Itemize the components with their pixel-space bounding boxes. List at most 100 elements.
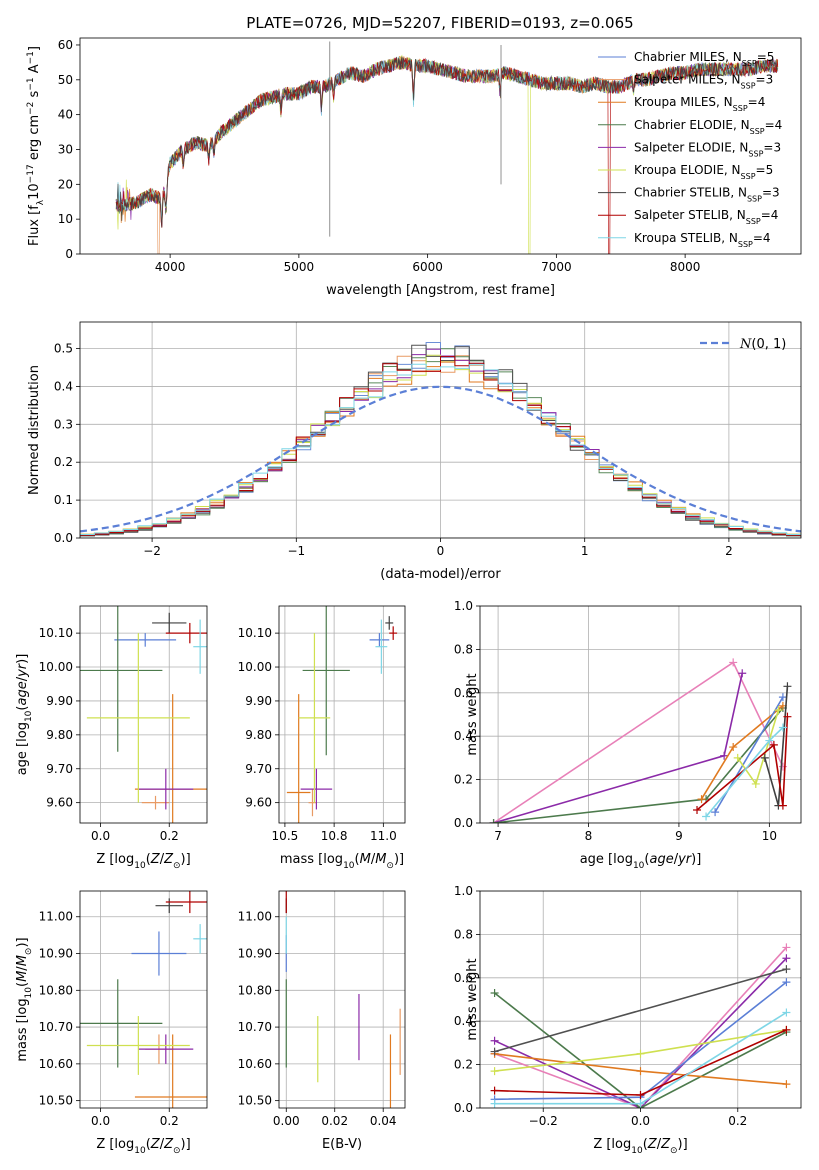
weight-marker (778, 801, 787, 810)
chart-mass-vs-ebv: 0.00 0.02 0.04 10.50 10.60 10.70 10.80 10.90 11.… (238, 890, 406, 1152)
y-tick-label: 0.0 (54, 531, 73, 545)
label-part: 10 (134, 1146, 146, 1156)
label-part: Z (163, 852, 174, 867)
plot-area (480, 606, 801, 823)
y-tick-label: 20 (58, 177, 73, 191)
y-tick-label: 11.00 (238, 910, 272, 924)
label-part: ( (146, 1137, 151, 1152)
legend-text: Chabrier STELIB, N (634, 186, 747, 200)
y-tick-label: 60 (58, 38, 73, 52)
y-tick-label: 10.90 (39, 947, 73, 961)
label-part: age [log (15, 722, 30, 775)
y-tick-label: 10.70 (238, 1020, 272, 1034)
weight-marker (636, 1099, 645, 1108)
label-part: yr (15, 662, 30, 678)
x-axis-label: (data-model)/error (380, 567, 501, 582)
legend-entry: Salpeter STELIB, NSSP=4 (634, 208, 778, 226)
x-axis-label: Z [log10(Z/Z⊙)] (96, 852, 190, 871)
legend-sub: SSP (733, 104, 748, 113)
weight-marker (636, 1067, 645, 1076)
label-part: / (657, 1137, 662, 1152)
label-part: ⊙ (173, 861, 181, 871)
weight-line (494, 957, 787, 1108)
legend-sub: SSP (738, 239, 753, 248)
y-tick-label: 40 (58, 108, 73, 122)
x-tick-label: 0 (437, 544, 445, 558)
label-part: mass weight (465, 673, 480, 755)
y-tick-label: 0.8 (454, 642, 473, 656)
x-tick-label: 0.00 (273, 1114, 300, 1128)
label-part: Z [log (96, 852, 134, 867)
legend-text: N (739, 337, 752, 352)
label-part: ⊙ (386, 861, 394, 871)
label-part: ( (146, 852, 151, 867)
weight-marker (490, 1099, 499, 1108)
y-axis-label: mass weight (465, 958, 480, 1040)
weight-marker (782, 978, 791, 987)
y-tick-label: 10.50 (39, 1094, 73, 1108)
label-part: 10 (631, 1146, 643, 1156)
plot-area (80, 891, 207, 1108)
axes-frame (79, 890, 208, 1109)
y-tick-label: 10.60 (238, 1057, 272, 1071)
label-part: )] (181, 1137, 191, 1152)
x-tick-label: −2 (143, 544, 161, 558)
label-part: ] (27, 46, 42, 51)
weight-line (700, 705, 784, 800)
legend-text: Kroupa MILES, N (634, 95, 733, 109)
y-axis-label: mass [log10(M/M⊙)] (15, 937, 34, 1061)
legend-suffix: =4 (748, 95, 766, 109)
x-tick-label: 4000 (155, 260, 186, 274)
weight-marker (489, 819, 498, 823)
y-tick-label: 9.60 (46, 796, 73, 810)
weight-marker (778, 693, 787, 702)
label-part: s (27, 90, 42, 101)
weight-marker (490, 1086, 499, 1095)
y-tick-label: 50 (58, 73, 73, 87)
legend-suffix: =4 (761, 208, 779, 222)
y-tick-label: 0.4 (54, 379, 73, 393)
legend-text: Salpeter STELIB, N (634, 208, 746, 222)
legend-suffix: =3 (762, 186, 780, 200)
weight-line (493, 673, 743, 823)
chart-residual-histogram: −2 −1 0 1 2 0.0 0.1 0.2 0.3 0.4 0.5 (data-model)/er… (27, 321, 802, 582)
legend-sub: SSP (742, 59, 757, 68)
label-part: 10 (633, 861, 645, 871)
label-part: age [log (580, 852, 633, 867)
legend-entry: Salpeter MILES, NSSP=3 (634, 73, 773, 91)
y-axis-label: age [log10(age/yr)] (15, 654, 34, 776)
x-tick-label: 11.0 (370, 829, 397, 843)
legend-suffix: =3 (756, 73, 774, 87)
x-tick-label: 0.0 (91, 1114, 110, 1128)
y-tick-label: 10.10 (238, 626, 272, 640)
label-part: M (15, 971, 30, 982)
label-part: Z (150, 1137, 161, 1152)
plot-area (480, 891, 801, 1108)
x-tick-label: 7 (494, 829, 502, 843)
axes-frame (79, 321, 802, 539)
label-part: A (27, 64, 42, 77)
y-tick-label: 9.60 (245, 796, 272, 810)
weight-marker (782, 1080, 791, 1089)
axes-frame (79, 37, 802, 255)
legend-suffix: =4 (753, 231, 771, 245)
weight-marker (769, 740, 778, 749)
legend-text: Kroupa STELIB, N (634, 231, 738, 245)
weight-marker (702, 812, 711, 821)
weight-marker (782, 943, 791, 952)
x-axis-label: Z [log10(Z/Z⊙)] (96, 1137, 190, 1156)
label-part: mass weight (465, 958, 480, 1040)
x-axis-label: E(B-V) (322, 1137, 362, 1152)
legend-suffix: =5 (756, 163, 774, 177)
legend-entry: Kroupa ELODIE, NSSP=5 (634, 163, 773, 181)
y-tick-label: 1.0 (454, 599, 473, 613)
plot-area (279, 891, 405, 1108)
legend-entry: Chabrier STELIB, NSSP=3 (634, 186, 780, 204)
y-tick-label: 9.80 (46, 728, 73, 742)
y-tick-label: 0.4 (454, 1014, 473, 1028)
y-tick-label: 10.80 (238, 983, 272, 997)
plot-area (279, 606, 405, 823)
label-part: λ (36, 199, 46, 205)
label-part: )] (15, 937, 30, 947)
legend-entry: Kroupa STELIB, NSSP=4 (634, 231, 771, 249)
